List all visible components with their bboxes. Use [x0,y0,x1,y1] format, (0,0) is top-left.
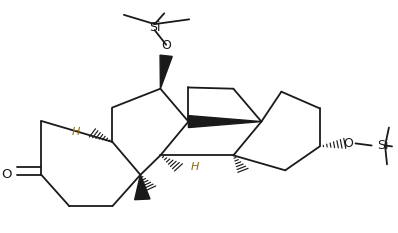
Text: Si: Si [377,139,389,152]
Text: O: O [343,137,353,150]
Text: H: H [191,162,199,172]
Polygon shape [160,55,172,89]
Text: H: H [72,127,80,137]
Text: Si: Si [149,21,160,34]
Polygon shape [135,175,150,200]
Text: O: O [161,39,171,52]
Text: O: O [1,168,12,181]
Polygon shape [188,116,261,127]
